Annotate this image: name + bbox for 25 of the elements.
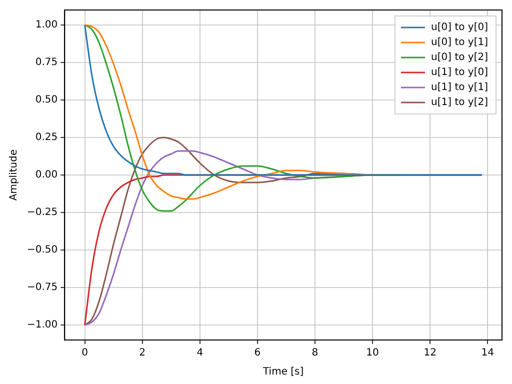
legend-label: u[0] to y[0]: [431, 22, 488, 34]
x-tick-label: 4: [196, 348, 204, 359]
legend-label: u[0] to y[1]: [431, 37, 488, 48]
x-tick-label: 14: [481, 348, 494, 359]
y-tick-label: −0.25: [26, 207, 58, 218]
y-tick-label: −0.75: [26, 282, 58, 294]
y-tick-label: −0.50: [26, 244, 58, 256]
y-tick-label: 0.00: [35, 170, 58, 181]
x-tick-label: 0: [82, 348, 88, 359]
y-tick-label: 0.50: [35, 94, 58, 106]
legend-label: u[1] to y[2]: [431, 97, 488, 108]
y-tick-label: 1.00: [35, 20, 58, 31]
x-tick-label: 6: [254, 348, 261, 359]
legend-label: u[0] to y[2]: [431, 52, 488, 64]
y-tick-label: 0.25: [35, 132, 58, 144]
x-tick-label: 8: [312, 348, 318, 359]
x-axis-title: Time [s]: [262, 366, 304, 378]
legend-label: u[1] to y[1]: [431, 82, 488, 94]
x-tick-label: 12: [424, 348, 436, 359]
legend-label: u[1] to y[0]: [431, 67, 488, 78]
x-tick-label: 2: [139, 348, 146, 359]
y-tick-label: −1.00: [26, 320, 58, 331]
x-tick-label: 10: [366, 348, 379, 359]
y-tick-label: 0.75: [35, 57, 58, 68]
y-axis-title: Amplitude: [8, 149, 20, 201]
